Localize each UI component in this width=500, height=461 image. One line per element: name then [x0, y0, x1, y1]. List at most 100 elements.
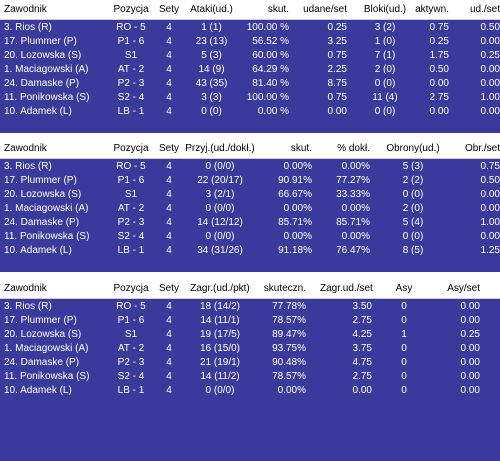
player-name: 10. Adamek (L): [4, 384, 72, 396]
table-row: 1. Maciagowski (A) AT - 2 4 0 (0/0) 0.00% 0.0…: [0, 201, 500, 215]
table-cell: AT - 2: [117, 202, 145, 214]
player-name: 3. Rios (R): [4, 160, 52, 172]
table-cell: 0 (0): [374, 77, 396, 89]
table-cell: 0.00%: [283, 202, 312, 214]
table-cell: 85.71%: [336, 216, 370, 228]
table-cell: 4: [166, 91, 172, 103]
column-header: Bloki(ud.): [363, 4, 407, 15]
column-header: Zagr.(ud./pkt): [190, 283, 250, 294]
table-row: 20. Lozowska (S) S1 4 3 (2/1) 66.67% 33.33% 0 …: [0, 187, 500, 201]
table-cell: 8.75: [327, 77, 347, 89]
table-cell: 93.75%: [272, 342, 306, 354]
table-cell: 4: [166, 49, 172, 61]
table-cell: 100.00 %: [246, 91, 289, 103]
column-header: Sety: [158, 283, 179, 294]
table-row: 1. Maciagowski (A) AT - 2 4 16 (15/0) 93.75%…: [0, 341, 500, 355]
table-cell: 1.00: [480, 216, 500, 228]
table-row: 3. Rios (R) RO - 5 4 18 (14/2) 77.78% 3.50 0 0.…: [0, 299, 500, 313]
table-cell: 0.00: [480, 77, 500, 89]
table-cell: 0: [401, 356, 407, 368]
column-header: aktywn.: [415, 4, 449, 15]
table-cell: 0.00: [429, 77, 449, 89]
player-name: 17. Plummer (P): [4, 174, 77, 186]
table-cell: 21 (19/1): [199, 356, 241, 368]
table-cell: 89.47%: [272, 328, 306, 340]
table-cell: 0.00: [327, 105, 347, 117]
table-row: 11. Ponikowska (S) S2 - 4 4 0 (0/0) 0.00% 0.0…: [0, 229, 500, 243]
table-cell: 0.00%: [341, 230, 370, 242]
table-cell: 0.50: [480, 21, 500, 33]
column-header: Zawodnik: [4, 4, 47, 15]
table-cell: 34 (31/26): [197, 244, 243, 256]
table-cell: 3.75: [352, 342, 372, 354]
table-row: 17. Plummer (P) P1 - 6 4 22 (20/17) 90.91% 77…: [0, 173, 500, 187]
player-name: 3. Rios (R): [4, 300, 52, 312]
column-header: ud./set: [469, 4, 500, 15]
table-cell: 3 (2/1): [205, 188, 235, 200]
table-cell: 4: [166, 370, 172, 382]
table-cell: 14 (11/1): [200, 314, 240, 326]
table-cell: 0 (0): [402, 188, 424, 200]
player-name: 10. Adamek (L): [4, 105, 72, 117]
table-cell: 0 (0/0): [205, 160, 235, 172]
table-cell: 0.50: [480, 174, 500, 186]
table-cell: 2 (2): [402, 174, 424, 186]
table-header: Zawodnik Pozycja Sety Przyj.(ud./dokł.) skut…: [0, 139, 500, 159]
table-cell: 56.52 %: [252, 35, 289, 47]
table-cell: 0.00: [352, 384, 372, 396]
table-cell: 5 (3): [201, 49, 222, 61]
table-cell: S1: [124, 49, 138, 61]
player-name: 1. Maciagowski (A): [4, 342, 89, 354]
table-cell: AT - 2: [117, 342, 145, 354]
table-cell: P2 - 3: [117, 216, 145, 228]
table-cell: 60.00 %: [252, 49, 289, 61]
table-cell: 14 (9): [198, 63, 225, 75]
table-row: 10. Adamek (L) LB - 1 4 34 (31/26) 91.18% 76.…: [0, 243, 500, 257]
table-row: 17. Plummer (P) P1 - 6 4 23 (13) 56.52 % 3.25…: [0, 34, 500, 48]
table-cell: 5 (3): [402, 160, 424, 172]
table-row: 10. Adamek (L) LB - 1 4 0 (0) 0.00 % 0.00 0 (0…: [0, 104, 500, 118]
table-cell: 0.00: [460, 342, 480, 354]
table-cell: 4: [166, 160, 172, 172]
column-header: Pozycja: [113, 143, 149, 154]
table-cell: 0 (0/0): [205, 230, 235, 242]
table-cell: 0: [401, 300, 407, 312]
table-cell: 0 (0/0): [205, 384, 235, 396]
table-cell: 0.00: [460, 314, 480, 326]
table-cell: P2 - 3: [117, 77, 145, 89]
table-cell: 4: [166, 216, 172, 228]
table-cell: 0: [401, 384, 407, 396]
table-cell: 0.00 %: [257, 105, 289, 117]
table-cell: 0 (0): [402, 230, 424, 242]
column-header: Zawodnik: [4, 283, 47, 294]
table-cell: 4: [166, 105, 172, 117]
table-cell: 77.27%: [336, 174, 370, 186]
table-cell: 8 (5): [402, 244, 424, 256]
player-name: 17. Plummer (P): [4, 35, 77, 47]
table-cell: 18 (14/2): [199, 300, 241, 312]
column-header: Zawodnik: [4, 143, 47, 154]
table-cell: S2 - 4: [117, 91, 145, 103]
table-cell: 0 (0/0): [205, 202, 235, 214]
table-cell: 1 (1): [201, 21, 222, 33]
player-name: 11. Ponikowska (S): [4, 370, 90, 382]
table-cell: 0.00: [460, 356, 480, 368]
table-cell: P1 - 6: [117, 314, 145, 326]
table-cell: 4: [166, 188, 172, 200]
table-cell: 4: [166, 202, 172, 214]
table-row: 3. Rios (R) RO - 5 4 0 (0/0) 0.00% 0.00% 5 (3)…: [0, 159, 500, 173]
table-cell: 2 (0): [402, 202, 424, 214]
table-cell: 77.78%: [272, 300, 306, 312]
table-cell: 2.25: [327, 63, 347, 75]
column-header: Asy: [395, 283, 413, 294]
table-cell: 78.57%: [272, 314, 306, 326]
table-cell: 4: [166, 328, 172, 340]
table-cell: RO - 5: [116, 21, 146, 33]
table-cell: 14 (11/2): [200, 370, 240, 382]
table-cell: 100.00 %: [246, 21, 289, 33]
table-cell: 4: [166, 35, 172, 47]
table-cell: 14 (12/12): [197, 216, 243, 228]
table-cell: S2 - 4: [117, 230, 145, 242]
table-cell: P2 - 3: [117, 356, 145, 368]
table-cell: 78.57%: [272, 370, 306, 382]
